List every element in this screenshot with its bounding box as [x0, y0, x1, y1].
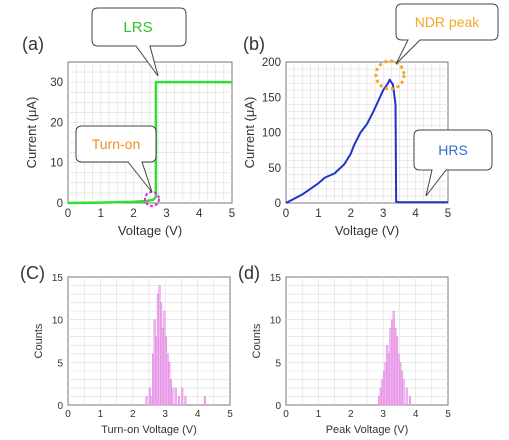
histogram-bar — [145, 396, 148, 406]
callout-turn-on-bubble — [75, 125, 157, 193]
x-axis-label: Turn-on Voltage (V) — [101, 424, 197, 436]
x-tick-label: 5 — [229, 208, 235, 220]
x-tick-label: 5 — [445, 208, 451, 220]
panel-label-d: (d) — [238, 263, 260, 283]
y-tick-label: 5 — [57, 358, 63, 369]
y-tick-label: 0 — [57, 198, 63, 210]
x-tick-label: 2 — [130, 409, 136, 420]
histogram-bar — [177, 396, 181, 406]
histogram-bar — [174, 387, 177, 406]
histogram-bar — [405, 387, 408, 406]
y-axis-label: Current (μA) — [242, 97, 257, 169]
y-tick-label: 30 — [50, 77, 63, 89]
chart-c: 0 1 2 3 4 5 0 5 10 15 Turn-on Voltage (V) Counts — [33, 273, 233, 436]
y-tick-label: 0 — [57, 401, 63, 412]
histogram-bar — [184, 396, 187, 406]
y-tick-label: 10 — [52, 316, 64, 327]
panel-label-b: (b) — [243, 34, 265, 54]
x-tick-label: 2 — [130, 208, 136, 220]
callout-hrs-bubble — [413, 129, 493, 197]
ndr-peak-marker — [374, 59, 406, 91]
histogram-bar — [203, 396, 206, 406]
panel-label-c: (C) — [20, 263, 45, 283]
x-tick-label: 3 — [162, 409, 168, 420]
x-tick-label: 5 — [227, 409, 233, 420]
x-tick-label: 4 — [413, 409, 419, 420]
chart-a: 0 1 2 3 4 5 0 10 20 30 Voltage (V) Current (μA) — [24, 61, 235, 238]
callout-lrs-text: LRS — [123, 19, 152, 36]
x-tick-label: 0 — [283, 208, 289, 220]
callout-lrs-bubble — [91, 7, 187, 77]
x-tick-label: 4 — [195, 409, 201, 420]
y-tick-label: 200 — [262, 57, 281, 69]
x-tick-label: 1 — [98, 409, 104, 420]
x-tick-label: 1 — [315, 208, 321, 220]
y-tick-label: 10 — [270, 316, 282, 327]
x-tick-label: 0 — [65, 208, 71, 220]
histogram-bar — [402, 379, 405, 406]
x-tick-label: 3 — [380, 409, 386, 420]
y-tick-label: 15 — [270, 273, 282, 284]
y-tick-label: 150 — [262, 92, 281, 104]
callout-ndr-peak-bubble — [395, 3, 499, 65]
callout-ndr-peak-text: NDR peak — [415, 14, 481, 30]
x-tick-label: 0 — [65, 409, 71, 420]
callout-hrs: HRS — [413, 129, 493, 197]
x-tick-label: 3 — [380, 208, 386, 220]
y-tick-label: 5 — [275, 358, 281, 369]
panel-label-a: (a) — [22, 34, 44, 54]
y-tick-label: 0 — [275, 198, 281, 210]
x-tick-label: 2 — [348, 208, 354, 220]
y-tick-label: 10 — [50, 158, 63, 170]
series-line — [285, 78, 448, 204]
callout-lrs: LRS — [91, 7, 187, 77]
series-line — [67, 80, 232, 205]
callout-ndr-peak: NDR peak — [395, 3, 499, 65]
callout-turn-on-text: Turn-on — [92, 136, 141, 152]
y-axis-label: Counts — [251, 323, 263, 358]
x-tick-label: 1 — [316, 409, 322, 420]
x-axis-label: Voltage (V) — [335, 223, 399, 238]
x-axis-label: Voltage (V) — [118, 223, 182, 238]
y-tick-label: 0 — [275, 401, 281, 412]
x-tick-label: 2 — [348, 409, 354, 420]
x-tick-label: 0 — [283, 409, 289, 420]
y-tick-label: 50 — [268, 163, 281, 175]
x-tick-label: 4 — [196, 208, 203, 220]
histogram-bar — [171, 387, 174, 406]
y-tick-label: 15 — [52, 273, 64, 284]
callout-turn-on: Turn-on — [75, 125, 157, 193]
chart-d: 0 1 2 3 4 5 0 5 10 15 Peak Voltage (V) Counts — [251, 273, 451, 436]
x-tick-label: 3 — [163, 208, 169, 220]
x-axis-label: Peak Voltage (V) — [326, 424, 409, 436]
y-axis-label: Current (μA) — [24, 97, 39, 169]
histogram-bar — [408, 396, 411, 406]
y-tick-label: 100 — [262, 128, 281, 140]
y-axis-label: Counts — [33, 323, 45, 358]
y-tick-label: 20 — [50, 117, 63, 129]
x-tick-label: 4 — [412, 208, 419, 220]
x-tick-label: 5 — [445, 409, 451, 420]
histogram-bar — [181, 387, 184, 406]
callout-hrs-text: HRS — [438, 142, 468, 158]
x-tick-label: 1 — [98, 208, 104, 220]
